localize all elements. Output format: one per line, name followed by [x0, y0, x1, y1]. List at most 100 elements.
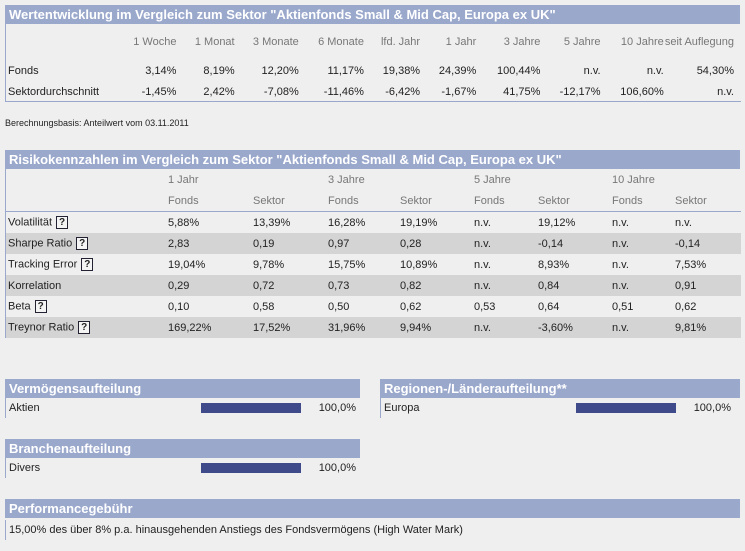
cell-value: 15,75% — [328, 258, 366, 271]
performance-fee-title: Performancegebühr — [5, 499, 740, 518]
cell-value: n.v. — [612, 258, 629, 271]
table-row: Sharpe Ratio? 2,83 0,19 0,97 0,28 n.v. -0,14 n.… — [6, 233, 741, 254]
column-header: 1 Jahr — [445, 36, 477, 48]
cell-value: n.v. — [612, 317, 675, 338]
subheader: Sektor — [675, 190, 741, 212]
cell-value: 0,28 — [400, 233, 474, 254]
cell-value: n.v. — [612, 233, 675, 254]
help-icon[interactable]: ? — [76, 237, 89, 250]
cell-value: n.v. — [474, 275, 538, 296]
help-icon[interactable]: ? — [56, 216, 69, 229]
column-header: 5 Jahre — [563, 36, 601, 48]
cell-value: 16,28% — [328, 216, 366, 229]
column-header: 6 Monate — [318, 36, 364, 48]
cell-value: 0,51 — [612, 300, 634, 313]
subheader: Fonds — [474, 190, 538, 212]
table-row: Sektordurchschnitt -1,45% 2,42% -7,08% -11,4… — [6, 81, 736, 102]
row-label: Sharpe Ratio — [8, 237, 73, 250]
table-row: Treynor Ratio? 169,22% 17,52% 31,96% 9,94% n.… — [6, 317, 741, 338]
header-spacer — [6, 169, 168, 190]
region-value: 100,0% — [693, 402, 731, 414]
subheader: Fonds — [168, 190, 253, 212]
cell-value: -0,14 — [675, 233, 741, 254]
region-allocation-row: Europa 100,0% — [380, 398, 741, 418]
column-header: seit Auflegung — [664, 36, 734, 48]
cell-value: 8,19% — [203, 64, 235, 77]
row-label-cell: Beta? — [6, 296, 168, 317]
cell-value: 31,96% — [328, 317, 400, 338]
cell-value: 0,58 — [253, 300, 275, 313]
cell-value: -1,67% — [441, 85, 477, 98]
table-row: Tracking Error? 19,04% 9,78% 15,75% 10,89% n.… — [6, 254, 741, 275]
cell-value: n.v. — [675, 216, 692, 229]
cell-value: 10,89% — [400, 258, 438, 271]
performance-fee-text: 15,00% des über 8% p.a. hinausgehenden A… — [9, 524, 463, 536]
row-label-cell: Volatilität? — [6, 212, 168, 234]
row-label: Fonds — [8, 64, 39, 77]
period-header: 1 Jahr — [168, 173, 199, 186]
cell-value: 19,19% — [400, 216, 438, 229]
cell-value: n.v. — [474, 317, 538, 338]
sector-label: Divers — [9, 462, 41, 474]
column-header: 1 Woche — [133, 36, 177, 48]
cell-value: 0,62 — [675, 300, 697, 313]
cell-value: 0,53 — [474, 300, 496, 313]
subheader: Sektor — [400, 190, 474, 212]
row-label: Korrelation — [8, 279, 62, 292]
column-header: 3 Jahre — [503, 36, 541, 48]
row-label: Tracking Error — [8, 258, 78, 271]
cell-value: 19,04% — [168, 258, 206, 271]
region-label: Europa — [384, 402, 420, 414]
cell-value: 9,78% — [253, 258, 285, 271]
cell-value: -3,60% — [538, 317, 612, 338]
cell-value: 5,88% — [168, 216, 200, 229]
risk-subheader-row: Fonds Sektor Fonds Sektor Fonds Sektor Fonds Se… — [6, 190, 741, 212]
sector-bar — [201, 463, 301, 473]
cell-value: -12,17% — [559, 85, 601, 98]
header-spacer — [6, 24, 126, 60]
cell-value: 19,12% — [538, 216, 576, 229]
table-row: Beta? 0,10 0,58 0,50 0,62 0,53 0,64 0,51 0,62 — [6, 296, 741, 317]
cell-value: 100,44% — [496, 64, 541, 77]
cell-value: 19,38% — [382, 64, 421, 77]
cell-value: n.v. — [474, 258, 491, 271]
row-label-cell: Sharpe Ratio? — [6, 233, 168, 254]
risk-period-row: 1 Jahr 3 Jahre 5 Jahre 10 Jahre — [6, 169, 741, 190]
cell-value: 0,64 — [538, 300, 560, 313]
cell-value: n.v. — [717, 85, 734, 98]
cell-value: 8,93% — [538, 258, 570, 271]
help-icon[interactable]: ? — [81, 258, 94, 271]
help-icon[interactable]: ? — [34, 300, 47, 313]
cell-value: 9,81% — [675, 317, 741, 338]
cell-value: 106,60% — [620, 85, 664, 98]
cell-value: 41,75% — [503, 85, 541, 98]
cell-value: n.v. — [612, 216, 629, 229]
cell-value: 54,30% — [696, 64, 734, 77]
asset-allocation-title: Vermögensaufteilung — [5, 379, 360, 398]
subheader: Sektor — [538, 190, 612, 212]
risk-table: 1 Jahr 3 Jahre 5 Jahre 10 Jahre Fonds Sektor F… — [6, 169, 741, 338]
region-allocation-title: Regionen-/Länderaufteilung** — [380, 379, 740, 398]
performance-table: 1 Woche 1 Monat 3 Monate 6 Monate lfd. Jahr 1… — [6, 24, 736, 102]
row-label: Sektordurchschnitt — [8, 85, 100, 98]
table-row: Korrelation 0,29 0,72 0,73 0,82 n.v. 0,84 n.v. 0… — [6, 275, 741, 296]
cell-value: 0,73 — [328, 275, 400, 296]
help-icon[interactable]: ? — [78, 321, 91, 334]
column-header: 10 Jahre — [620, 36, 664, 48]
subheader: Fonds — [612, 190, 675, 212]
subheader: Fonds — [328, 190, 400, 212]
cell-value: n.v. — [474, 216, 491, 229]
column-header: 1 Monat — [194, 36, 235, 48]
sector-allocation-row: Divers 100,0% — [5, 458, 361, 478]
allocation-bar — [201, 403, 301, 413]
cell-value: 13,39% — [253, 216, 291, 229]
row-label: Treynor Ratio — [8, 321, 75, 334]
cell-value: 17,52% — [253, 317, 328, 338]
cell-value: n.v. — [474, 233, 538, 254]
cell-value: 9,94% — [400, 317, 474, 338]
risk-table-box: 1 Jahr 3 Jahre 5 Jahre 10 Jahre Fonds Sektor F… — [5, 169, 741, 338]
cell-value: n.v. — [612, 275, 675, 296]
allocation-value: 100,0% — [318, 402, 356, 414]
cell-value: 24,39% — [438, 64, 477, 77]
column-header: 3 Monate — [252, 36, 299, 48]
